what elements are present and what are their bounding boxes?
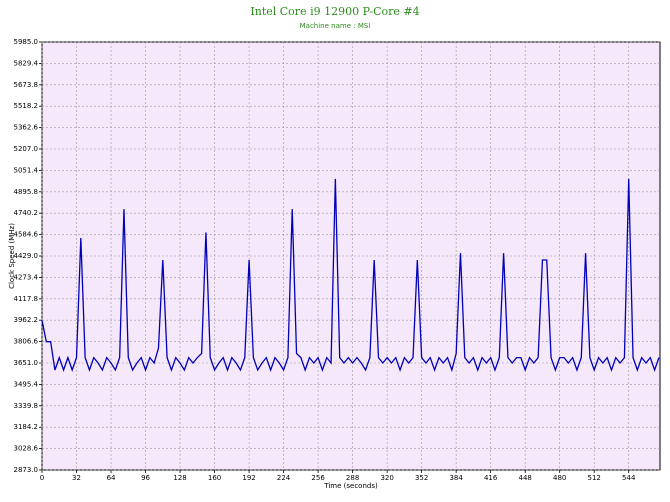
y-tick-label: 4740.2 <box>14 209 39 217</box>
x-tick-label: 96 <box>141 474 150 482</box>
y-tick-label: 5829.4 <box>14 59 39 67</box>
x-tick-label: 480 <box>553 474 566 482</box>
y-tick-label: 3806.6 <box>14 338 39 346</box>
y-tick-label: 5362.6 <box>14 124 39 132</box>
y-tick-label: 4273.4 <box>14 273 39 281</box>
x-tick-label: 320 <box>380 474 393 482</box>
y-tick-label: 5985.0 <box>14 38 39 46</box>
chart-title: Intel Core i9 12900 P-Core #4 <box>250 5 419 18</box>
y-tick-label: 5673.8 <box>14 81 39 89</box>
y-tick-label: 5518.2 <box>14 102 39 110</box>
x-tick-label: 32 <box>72 474 81 482</box>
x-tick-label: 448 <box>518 474 531 482</box>
y-tick-label: 4117.8 <box>14 295 39 303</box>
x-tick-label: 256 <box>311 474 325 482</box>
x-tick-label: 512 <box>588 474 601 482</box>
x-tick-label: 0 <box>40 474 44 482</box>
y-tick-label: 3962.2 <box>14 316 39 324</box>
y-axis-label: Clock Speed (MHz) <box>8 223 16 289</box>
x-tick-label: 288 <box>346 474 359 482</box>
x-tick-label: 64 <box>107 474 116 482</box>
y-tick-label: 4584.6 <box>14 231 39 239</box>
x-tick-label: 352 <box>415 474 428 482</box>
x-tick-label: 192 <box>242 474 255 482</box>
data-line <box>41 178 660 373</box>
y-tick-label: 3028.6 <box>14 445 39 453</box>
y-tick-label: 3339.8 <box>14 402 39 410</box>
x-tick-label: 128 <box>173 474 186 482</box>
x-tick-label: 224 <box>277 474 291 482</box>
chart-subtitle: Machine name : MSI <box>300 22 371 30</box>
y-tick-label: 5207.0 <box>14 145 39 153</box>
x-tick-label: 416 <box>484 474 498 482</box>
y-tick-label: 3495.4 <box>14 380 39 388</box>
y-tick-label: 4429.0 <box>14 252 39 260</box>
x-tick-label: 160 <box>208 474 221 482</box>
y-tick-label: 5051.4 <box>14 166 39 174</box>
x-axis-label: Time (seconds) <box>323 482 378 490</box>
y-tick-label: 4895.8 <box>14 188 39 196</box>
x-tick-label: 384 <box>449 474 463 482</box>
x-tick-label: 544 <box>622 474 636 482</box>
y-tick-label: 3184.2 <box>14 423 39 431</box>
y-tick-label: 3651.0 <box>14 359 39 367</box>
y-tick-label: 2873.0 <box>14 466 39 474</box>
